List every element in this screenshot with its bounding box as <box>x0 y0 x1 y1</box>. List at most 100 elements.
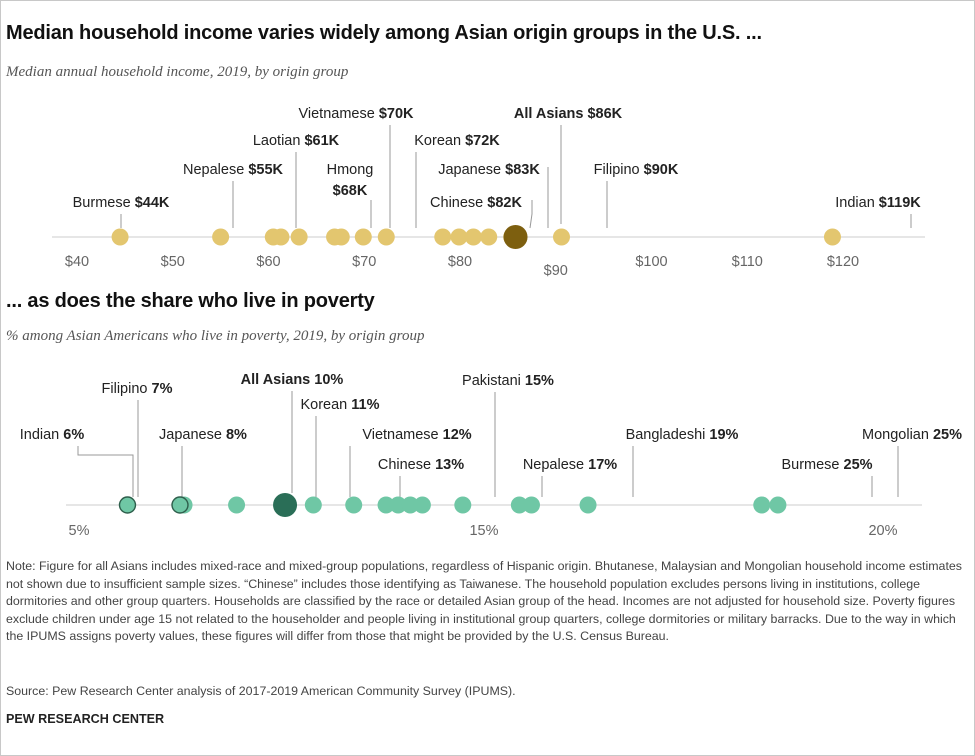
income-dot-8 <box>377 228 395 246</box>
income-tick-label: $40 <box>65 254 89 270</box>
poverty-label-vietnamese: Vietnamese 12% <box>362 427 471 443</box>
poverty-label-value-nepalese: 17% <box>588 457 617 473</box>
income-label-name-chinese: Chinese <box>430 195 487 211</box>
chart-subtitle: Median annual household income, 2019, by… <box>6 64 349 80</box>
poverty-label-value-burmese: 25% <box>844 457 873 473</box>
income-label-filipino: Filipino $90K <box>594 162 679 178</box>
poverty-label-name-burmese: Burmese <box>781 457 843 473</box>
poverty-dot-13 <box>769 496 787 514</box>
poverty-dot-2 <box>304 496 322 514</box>
poverty-label-value-filipino: 7% <box>152 381 173 397</box>
poverty-dot-9 <box>510 496 528 514</box>
poverty-label-nepalese: Nepalese 17% <box>523 457 617 473</box>
poverty-label-name-filipino: Filipino <box>102 381 152 397</box>
income-label-nepalese: Nepalese $55K <box>183 162 283 178</box>
poverty-leader-indian <box>77 446 134 497</box>
income-label-name-filipino: Filipino <box>594 162 644 178</box>
poverty-label-name-chinese: Chinese <box>378 457 435 473</box>
income-tick-label: $90 <box>544 263 568 279</box>
poverty-dot-4 <box>377 496 395 514</box>
poverty-label-name-japanese: Japanese <box>159 427 226 443</box>
income-label-value-all-asians: $86K <box>587 106 622 122</box>
poverty-dot-5 <box>389 496 407 514</box>
poverty-label-name-korean: Korean <box>300 397 351 413</box>
income-dot-all-asians <box>503 225 528 249</box>
income-dot-10 <box>450 228 468 246</box>
poverty-label-japanese: Japanese 8% <box>159 427 247 443</box>
income-tick-label: $60 <box>256 254 280 270</box>
poverty-chart: 5% 15% 20% Indian 6% Filipino 7% Japanese 8% A… <box>20 372 962 539</box>
poverty-dot-outlined-1 <box>171 496 189 514</box>
poverty-label-name-mongolian: Mongolian <box>862 427 933 443</box>
chart-title: Median household income varies widely am… <box>6 22 762 44</box>
poverty-label-name-vietnamese: Vietnamese <box>362 427 442 443</box>
poverty-label-mongolian: Mongolian 25% <box>862 427 962 443</box>
poverty-label-value-japanese: 8% <box>226 427 247 443</box>
poverty-label-indian: Indian 6% <box>20 427 85 443</box>
income-label-value-filipino: $90K <box>644 162 679 178</box>
income-chart: $40 $50 $60 $70 $80 $90 $100 $110 $120 Burmese $4… <box>52 106 925 279</box>
poverty-label-value-vietnamese: 12% <box>443 427 472 443</box>
poverty-label-name-nepalese: Nepalese <box>523 457 588 473</box>
income-label-value-laotian: $61K <box>304 133 339 149</box>
income-dot-4 <box>290 228 308 246</box>
income-label-chinese: Chinese $82K <box>430 195 522 211</box>
poverty-dot-all-asians <box>273 493 298 517</box>
poverty-dot-7 <box>413 496 431 514</box>
income-dot-15 <box>823 228 841 246</box>
income-label-burmese: Burmese $44K <box>73 195 170 211</box>
income-tick-label: $80 <box>448 254 472 270</box>
section-subtitle: % among Asian Americans who live in pove… <box>6 328 425 344</box>
income-dot-11 <box>464 228 482 246</box>
income-label-name-vietnamese: Vietnamese <box>298 106 378 122</box>
poverty-label-bangladeshi: Bangladeshi 19% <box>626 427 739 443</box>
poverty-dot-6 <box>401 496 419 514</box>
income-label-name-burmese: Burmese <box>73 195 135 211</box>
poverty-dot-8 <box>454 496 472 514</box>
poverty-label-value-korean: 11% <box>351 397 379 413</box>
income-dot-0 <box>111 228 129 246</box>
poverty-dot-3 <box>345 496 363 514</box>
poverty-label-value-mongolian: 25% <box>933 427 962 443</box>
income-dot-3 <box>272 228 290 246</box>
poverty-label-korean: Korean 11% <box>300 397 379 413</box>
income-dot-12 <box>480 228 498 246</box>
income-value-hmong: $68K <box>333 183 368 199</box>
poverty-label-value-pakistani: 15% <box>525 373 554 389</box>
poverty-dot-12 <box>753 496 771 514</box>
poverty-label-burmese: Burmese 25% <box>781 457 872 473</box>
poverty-label-name-bangladeshi: Bangladeshi <box>626 427 710 443</box>
source-line: Source: Pew Research Center analysis of … <box>6 684 516 698</box>
poverty-dot-10 <box>522 496 540 514</box>
income-label-korean: Korean $72K <box>414 133 500 149</box>
income-label-value-nepalese: $55K <box>248 162 283 178</box>
income-tick-label: $70 <box>352 254 376 270</box>
poverty-tick-label: 15% <box>469 523 498 539</box>
poverty-dot-11 <box>579 496 597 514</box>
income-label-japanese: Japanese $83K <box>438 162 540 178</box>
income-tick-label: $110 <box>732 254 763 270</box>
poverty-tick-label: 20% <box>868 523 897 539</box>
income-dot-9 <box>434 228 452 246</box>
income-label-value-indian: $119K <box>879 195 921 211</box>
income-label-value-chinese: $82K <box>487 195 522 211</box>
poverty-label-name-indian: Indian <box>20 427 64 443</box>
income-label-name-all-asians: All Asians <box>514 106 588 122</box>
income-label-value-japanese: $83K <box>505 162 540 178</box>
section-title: ... as does the share who live in povert… <box>6 290 375 312</box>
income-label-name-laotian: Laotian <box>253 133 305 149</box>
income-leader-chinese <box>529 200 533 229</box>
income-label-all-asians: All Asians $86K <box>514 106 623 122</box>
income-dot-14 <box>552 228 570 246</box>
income-label-name-indian: Indian <box>835 195 879 211</box>
income-tick-label: $50 <box>161 254 185 270</box>
income-dot-7 <box>354 228 372 246</box>
income-tick-label: $120 <box>827 254 859 270</box>
income-label-indian: Indian $119K <box>835 195 921 211</box>
poverty-label-chinese: Chinese 13% <box>378 457 464 473</box>
income-tick-label: $100 <box>635 254 667 270</box>
poverty-label-filipino: Filipino 7% <box>102 381 173 397</box>
poverty-label-value-chinese: 13% <box>435 457 464 473</box>
brand-logo-text: PEW RESEARCH CENTER <box>6 712 165 726</box>
income-label-value-burmese: $44K <box>135 195 170 211</box>
